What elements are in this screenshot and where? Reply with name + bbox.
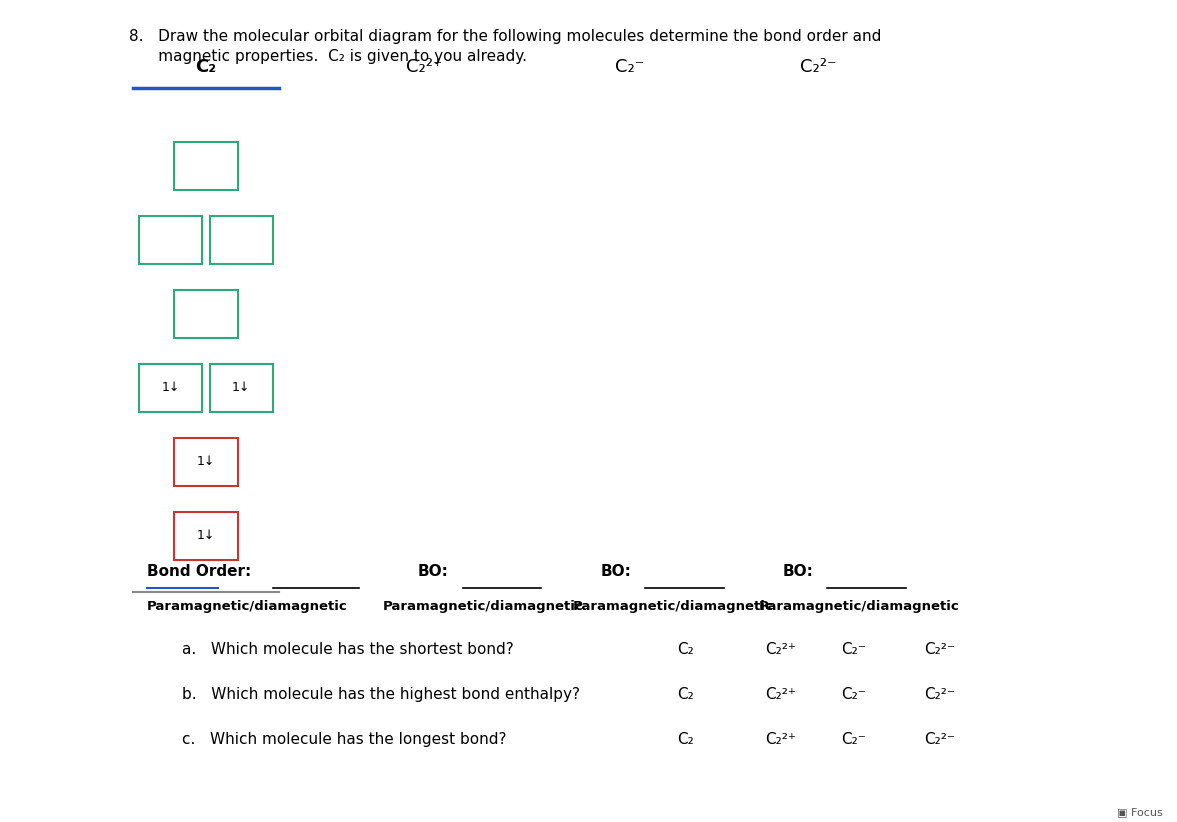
Text: magnetic properties.  C₂ is given to you already.: magnetic properties. C₂ is given to you … [129, 49, 527, 64]
Text: c.   Which molecule has the longest bond?: c. Which molecule has the longest bond? [182, 732, 507, 747]
Text: C₂⁻: C₂⁻ [842, 642, 866, 657]
Text: C₂: C₂ [677, 642, 693, 657]
Text: C₂²⁻: C₂²⁻ [924, 642, 955, 657]
Text: 8.   Draw the molecular orbital diagram for the following molecules determine th: 8. Draw the molecular orbital diagram fo… [129, 29, 882, 44]
Text: Bond Order:: Bond Order: [147, 564, 252, 579]
Text: 1↓: 1↓ [232, 381, 251, 395]
Text: C₂²⁺: C₂²⁺ [765, 687, 796, 702]
FancyBboxPatch shape [210, 364, 273, 412]
Text: a.   Which molecule has the shortest bond?: a. Which molecule has the shortest bond? [182, 642, 514, 657]
Text: BO:: BO: [783, 564, 813, 579]
Text: C₂⁻: C₂⁻ [616, 58, 644, 76]
Text: ▣ Focus: ▣ Focus [1117, 807, 1163, 817]
Text: Paramagnetic/diamagnetic: Paramagnetic/diamagnetic [573, 600, 774, 613]
Text: BO:: BO: [418, 564, 448, 579]
FancyBboxPatch shape [174, 142, 238, 190]
FancyBboxPatch shape [174, 438, 238, 486]
Text: C₂²⁺: C₂²⁺ [765, 732, 796, 747]
Text: C₂²⁻: C₂²⁻ [924, 732, 955, 747]
Text: 1↓: 1↓ [197, 529, 215, 543]
Text: C₂²⁻: C₂²⁻ [924, 687, 955, 702]
Text: Paramagnetic/diamagnetic: Paramagnetic/diamagnetic [383, 600, 584, 613]
FancyBboxPatch shape [174, 290, 238, 338]
Text: C₂²⁻: C₂²⁻ [799, 58, 837, 76]
Text: C₂: C₂ [677, 732, 693, 747]
FancyBboxPatch shape [174, 512, 238, 560]
Text: C₂²⁺: C₂²⁺ [765, 642, 796, 657]
Text: 1↓: 1↓ [197, 455, 215, 469]
Text: 1↓: 1↓ [161, 381, 180, 395]
Text: BO:: BO: [600, 564, 631, 579]
FancyBboxPatch shape [139, 216, 202, 264]
Text: C₂⁻: C₂⁻ [842, 687, 866, 702]
Text: C₂: C₂ [677, 687, 693, 702]
FancyBboxPatch shape [210, 216, 273, 264]
Text: C₂²⁺: C₂²⁺ [406, 58, 441, 76]
Text: Paramagnetic/diamagnetic: Paramagnetic/diamagnetic [147, 600, 348, 613]
Text: Paramagnetic/diamagnetic: Paramagnetic/diamagnetic [759, 600, 960, 613]
Text: b.   Which molecule has the highest bond enthalpy?: b. Which molecule has the highest bond e… [182, 687, 580, 702]
Text: C₂: C₂ [195, 58, 217, 76]
Text: C₂⁻: C₂⁻ [842, 732, 866, 747]
FancyBboxPatch shape [139, 364, 202, 412]
